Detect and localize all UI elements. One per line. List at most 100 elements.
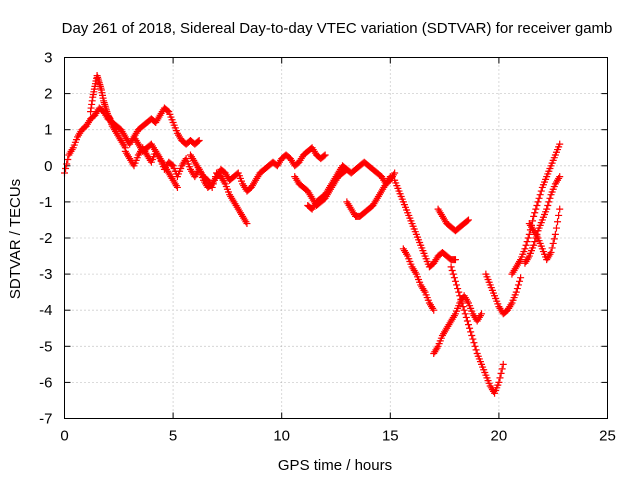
y-tick-label: -1 <box>39 194 52 211</box>
y-tick-label: 1 <box>44 122 52 139</box>
x-tick-label: 15 <box>382 428 399 445</box>
axis-ticks: 0 5 10 15 20 25 -7 -6 -5 -4 -3 -2 -1 0 1 2 3 <box>39 50 616 445</box>
data-point <box>463 217 471 225</box>
chart-title: Day 261 of 2018, Sidereal Day-to-day VTE… <box>62 20 613 37</box>
y-tick-label: -6 <box>39 374 52 391</box>
y-tick-label: 0 <box>44 158 52 175</box>
data-point <box>168 161 176 169</box>
data-point <box>531 209 539 217</box>
x-tick-label: 0 <box>60 428 68 445</box>
y-tick-label: -2 <box>39 230 52 247</box>
data-point <box>391 169 399 177</box>
y-axis-label: SDTVAR / TECUs <box>7 179 24 299</box>
x-axis-label: GPS time / hours <box>278 457 392 474</box>
data-point <box>555 211 563 219</box>
data-point <box>534 198 542 206</box>
data-point <box>64 155 72 163</box>
data-point <box>448 266 456 274</box>
data-point <box>459 303 467 311</box>
data-point <box>478 310 486 318</box>
y-tick-label: -3 <box>39 266 52 283</box>
data-point <box>544 202 552 210</box>
data-point <box>549 239 557 247</box>
plot-frame <box>64 57 608 419</box>
x-tick-label: 5 <box>169 428 177 445</box>
data-point <box>550 235 558 243</box>
y-tick-label: 2 <box>44 86 52 103</box>
x-tick-label: 25 <box>599 428 616 445</box>
data-point <box>551 230 559 238</box>
y-tick-label: -4 <box>39 302 52 319</box>
data-point <box>62 165 70 173</box>
grid <box>64 57 608 419</box>
data-point <box>556 173 564 181</box>
data-point <box>556 140 564 148</box>
data-point <box>449 270 457 278</box>
data-point <box>531 238 539 246</box>
data-point <box>451 277 459 285</box>
data-point <box>195 137 203 145</box>
y-tick-label: -7 <box>39 411 52 428</box>
data-point <box>523 238 531 246</box>
data-point <box>471 342 479 350</box>
data-point <box>525 230 533 238</box>
data-point <box>522 241 530 249</box>
data-point <box>530 241 538 249</box>
data-point <box>497 369 505 377</box>
y-tick-label: 3 <box>44 50 52 67</box>
data-point <box>532 205 540 213</box>
data-point <box>545 198 553 206</box>
data-point <box>514 281 522 289</box>
data-point <box>546 194 554 202</box>
data-point <box>512 288 520 296</box>
data-point <box>470 339 478 347</box>
data-point <box>496 374 504 382</box>
data-point <box>516 277 524 285</box>
data-point <box>463 317 471 325</box>
data-point <box>535 194 543 202</box>
data-point <box>462 313 470 321</box>
data-point <box>453 281 461 289</box>
data-point <box>554 218 562 226</box>
data-point <box>461 310 469 318</box>
data-point <box>547 248 555 256</box>
data-point <box>243 220 251 228</box>
data-point <box>517 274 525 282</box>
data-point <box>513 285 521 293</box>
data-point <box>533 202 541 210</box>
data-point <box>320 152 328 160</box>
x-tick-label: 10 <box>273 428 290 445</box>
data-point <box>447 263 455 271</box>
data-point <box>464 216 472 224</box>
data-point <box>455 288 463 296</box>
data-point <box>466 324 474 332</box>
data-point <box>548 244 556 252</box>
data-point <box>467 328 475 336</box>
data-point <box>543 205 551 213</box>
data-point <box>530 212 538 220</box>
data-point <box>458 299 466 307</box>
data-point <box>524 234 532 242</box>
data-point <box>464 321 472 329</box>
data-point <box>468 331 476 339</box>
data-point <box>537 187 545 195</box>
data-point <box>498 365 506 373</box>
x-tick-label: 20 <box>491 428 508 445</box>
data-point <box>469 335 477 343</box>
data-point <box>450 274 458 282</box>
data-point <box>454 285 462 293</box>
data-point <box>460 306 468 314</box>
data-point <box>521 245 529 253</box>
data-point <box>430 306 438 314</box>
data-point <box>552 224 560 232</box>
data-point <box>556 205 564 213</box>
data-point <box>456 292 464 300</box>
data-point <box>472 346 480 354</box>
data-point <box>457 295 465 303</box>
data-point <box>499 360 507 368</box>
data-points <box>61 72 564 397</box>
data-point <box>321 151 329 159</box>
data-point <box>164 107 172 115</box>
data-point <box>536 191 544 199</box>
